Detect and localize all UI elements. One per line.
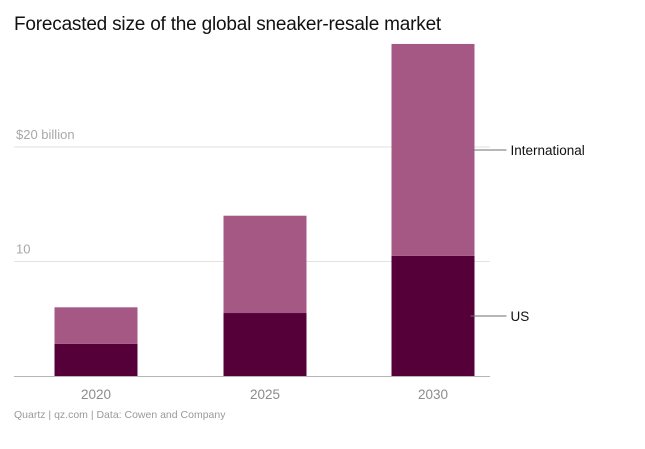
bar-2030-us [391,255,475,376]
bar-2025-international [223,215,307,314]
x-axis: 2020 2025 2030 [14,376,490,402]
bar-2020-us [54,343,138,376]
y-tick-label-10: 10 [16,242,30,257]
source-note: Quartz | qz.com | Data: Cowen and Compan… [14,409,226,421]
legend: US International [470,143,585,324]
bar-2025-us [223,313,307,376]
chart-title: Forecasted size of the global sneaker-re… [14,14,442,35]
x-tick-label-2020: 2020 [81,387,111,402]
bar-2020-international [54,307,138,344]
y-tick-label-20: $20 billion [16,127,75,142]
bar-2030-international [391,43,475,256]
bars [54,43,475,376]
legend-label-us: US [511,309,530,324]
x-tick-label-2030: 2030 [418,387,448,402]
x-tick-label-2025: 2025 [250,387,280,402]
legend-label-international: International [511,143,585,158]
